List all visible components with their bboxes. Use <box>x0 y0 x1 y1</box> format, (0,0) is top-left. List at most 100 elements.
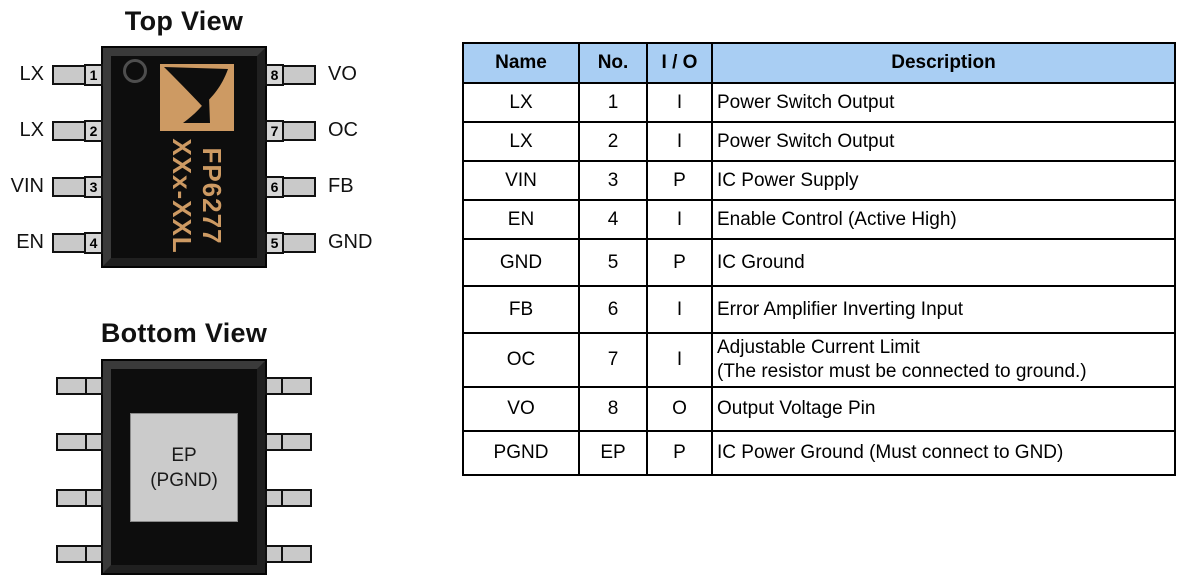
table-row: OC 7 I Adjustable Current Limit (The resist… <box>462 332 1176 388</box>
bottom-view-chip-body: EP (PGND) <box>103 361 265 573</box>
column-header-no: No. <box>578 42 648 84</box>
column-header-description: Description <box>711 42 1176 84</box>
cell-no: EP <box>578 430 648 476</box>
pin-number: 3 <box>84 175 103 198</box>
pin-lead <box>282 176 316 197</box>
top-view-chip-body: FP6277 XXx-XXL <box>103 48 265 266</box>
pad-label-line1: EP <box>171 444 197 466</box>
pin-label: VO <box>328 63 357 85</box>
pin-lead <box>56 377 87 395</box>
top-view-right-pins: 8 VO 7 OC 6 FB 5 GND <box>265 63 545 254</box>
cell-description: Power Switch Output <box>711 121 1176 162</box>
pin-number: 2 <box>84 119 103 142</box>
pin-row <box>56 433 103 451</box>
pin-number: 1 <box>84 63 103 86</box>
pin-lead <box>56 489 87 507</box>
cell-name: LX <box>462 121 580 162</box>
pin1-indicator-circle <box>123 59 147 83</box>
bottom-view-right-pins <box>265 377 385 563</box>
chip-marking-line2: XXx-XXL <box>167 138 197 254</box>
pin-lead <box>85 545 103 563</box>
pad-label-line2: (PGND) <box>150 469 218 491</box>
bottom-view-left-pins <box>0 377 103 563</box>
exposed-pad: EP (PGND) <box>130 413 238 522</box>
chip-marking-text: FP6277 XXx-XXL <box>167 121 227 271</box>
cell-description: IC Power Ground (Must connect to GND) <box>711 430 1176 476</box>
pin-row: EN 4 <box>16 231 103 254</box>
cell-io: P <box>646 160 713 201</box>
pin-row: LX 1 <box>20 63 103 86</box>
pin-row <box>265 489 312 507</box>
pin-row: 6 FB <box>265 175 354 198</box>
cell-description: Power Switch Output <box>711 82 1176 123</box>
cell-io: I <box>646 82 713 123</box>
pin-lead <box>282 120 316 141</box>
cell-no: 5 <box>578 238 648 287</box>
pin-lead <box>52 232 86 253</box>
cell-io: I <box>646 199 713 240</box>
cell-description: Error Amplifier Inverting Input <box>711 285 1176 334</box>
pin-label: LX <box>19 119 44 141</box>
cell-description: Enable Control (Active High) <box>711 199 1176 240</box>
table-row: FB 6 I Error Amplifier Inverting Input <box>462 285 1176 334</box>
pin-lead <box>52 120 86 141</box>
pin-function-table: Name No. I / O Description LX 1 I Power Switch… <box>462 42 1176 476</box>
cell-io: P <box>646 238 713 287</box>
table-row: VIN 3 P IC Power Supply <box>462 160 1176 201</box>
pin-row <box>56 545 103 563</box>
cell-description: Adjustable Current Limit (The resistor m… <box>711 332 1176 388</box>
chip-marking-line1: FP6277 <box>197 147 227 245</box>
bottom-view-title: Bottom View <box>100 318 268 348</box>
table-row: LX 1 I Power Switch Output <box>462 82 1176 123</box>
cell-io: O <box>646 386 713 432</box>
cell-no: 6 <box>578 285 648 334</box>
top-view-left-pins: LX 1 LX 2 VIN 3 EN 4 <box>0 63 103 254</box>
cell-no: 4 <box>578 199 648 240</box>
pin-lead <box>282 232 316 253</box>
pin-label: LX <box>19 63 44 85</box>
cell-io: I <box>646 332 713 388</box>
cell-no: 8 <box>578 386 648 432</box>
pin-row <box>265 377 312 395</box>
pin-row: 7 OC <box>265 119 358 142</box>
cell-io: I <box>646 121 713 162</box>
pin-lead <box>52 176 86 197</box>
column-header-name: Name <box>462 42 580 84</box>
cell-no: 2 <box>578 121 648 162</box>
pin-lead <box>281 489 312 507</box>
pin-label: VIN <box>10 175 44 197</box>
table-row: VO 8 O Output Voltage Pin <box>462 386 1176 432</box>
pin-lead <box>56 433 87 451</box>
fitipower-logo-icon <box>160 64 234 131</box>
top-view-title: Top View <box>124 6 244 36</box>
column-header-io: I / O <box>646 42 713 84</box>
table-row: GND 5 P IC Ground <box>462 238 1176 287</box>
cell-no: 7 <box>578 332 648 388</box>
cell-no: 1 <box>578 82 648 123</box>
pin-lead <box>56 545 87 563</box>
cell-io: P <box>646 430 713 476</box>
pin-table-header-row: Name No. I / O Description <box>462 42 1176 84</box>
pin-label: FB <box>328 175 354 197</box>
cell-name: PGND <box>462 430 580 476</box>
pin-number: 4 <box>84 231 103 254</box>
cell-name: EN <box>462 199 580 240</box>
cell-name: GND <box>462 238 580 287</box>
pin-lead <box>281 545 312 563</box>
pin-label: OC <box>328 119 358 141</box>
pin-row: 5 GND <box>265 231 372 254</box>
table-row: LX 2 I Power Switch Output <box>462 121 1176 162</box>
table-row: EN 4 I Enable Control (Active High) <box>462 199 1176 240</box>
cell-name: VO <box>462 386 580 432</box>
pin-row: 8 VO <box>265 63 357 86</box>
pin-label: EN <box>16 231 44 253</box>
pin-lead <box>282 64 316 85</box>
cell-no: 3 <box>578 160 648 201</box>
pin-row <box>56 377 103 395</box>
pin-lead <box>52 64 86 85</box>
pin-label: GND <box>328 231 373 253</box>
pin-row <box>265 433 312 451</box>
pin-row: LX 2 <box>20 119 103 142</box>
cell-io: I <box>646 285 713 334</box>
